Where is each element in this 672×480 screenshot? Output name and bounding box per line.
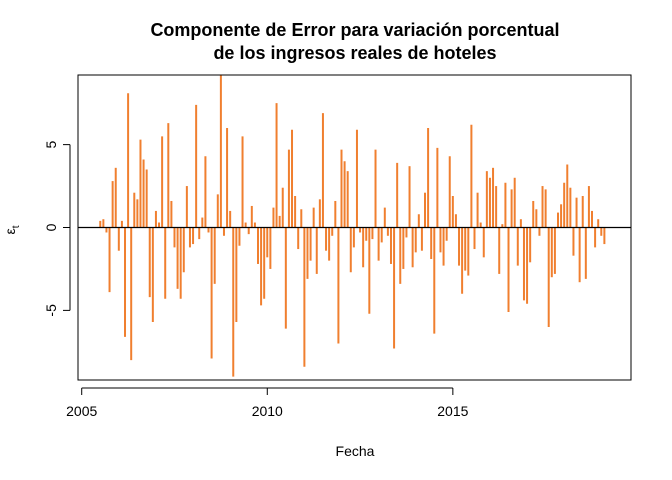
x-tick-label: 2010 [252,403,283,419]
y-tick-label: -5 [43,304,59,317]
chart-title-line2: de los ingresos reales de hoteles [213,43,496,63]
x-tick-label: 2015 [437,403,468,419]
x-tick-label: 2005 [66,403,97,419]
x-axis-label: Fecha [336,443,375,459]
y-tick-label: 5 [43,141,59,149]
x-axis: 2005 2010 2015 [66,387,469,419]
chart-title-line1: Componente de Error para variación porce… [150,20,559,40]
y-axis: -5 0 5 [43,141,71,317]
y-axis-label: εt [2,225,22,234]
y-tick-label: 0 [43,223,59,231]
y-axis-label-text: εt [2,225,22,234]
bars-group [99,75,606,377]
